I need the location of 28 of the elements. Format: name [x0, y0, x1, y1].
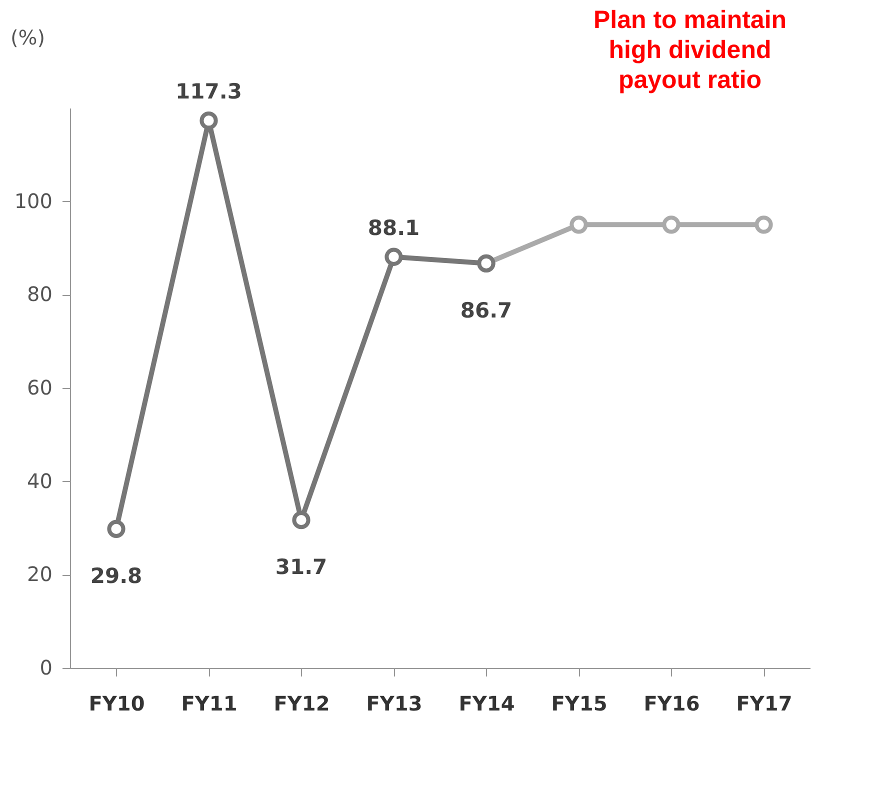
x-tick-label: FY13: [366, 692, 422, 716]
y-tick-label: 0: [40, 656, 52, 680]
point: [384, 248, 403, 266]
point: [292, 511, 310, 530]
point: [200, 112, 218, 130]
point: [107, 520, 126, 538]
data-label: 88.1: [368, 216, 420, 240]
data-label: 117.3: [176, 80, 242, 104]
data-label: 31.7: [275, 555, 328, 580]
data-label: 86.7: [460, 298, 512, 322]
y-tick-label: 80: [27, 282, 52, 306]
x-tick-label: FY15: [551, 692, 608, 716]
x-tick-label: FY14: [458, 692, 515, 716]
point: [754, 216, 773, 234]
x-tick-label: FY16: [644, 692, 700, 716]
y-axis-title: (%): [10, 26, 46, 50]
y-tick-label: 100: [14, 188, 52, 213]
text: Plan to maintain high dividend payout ratio: [593, 6, 787, 94]
point: [570, 216, 588, 234]
point: [662, 216, 680, 234]
y-tick-label: 40: [27, 468, 52, 493]
x-tick-label: FY10: [88, 692, 145, 716]
x-tick-label: FY12: [274, 692, 330, 716]
y-tick-label: 20: [27, 562, 52, 586]
data-label: 29.8: [90, 564, 142, 588]
y-tick-label: 60: [27, 376, 52, 400]
x-tick-label: FY17: [736, 692, 792, 716]
x-tick-label: FY11: [181, 692, 238, 716]
